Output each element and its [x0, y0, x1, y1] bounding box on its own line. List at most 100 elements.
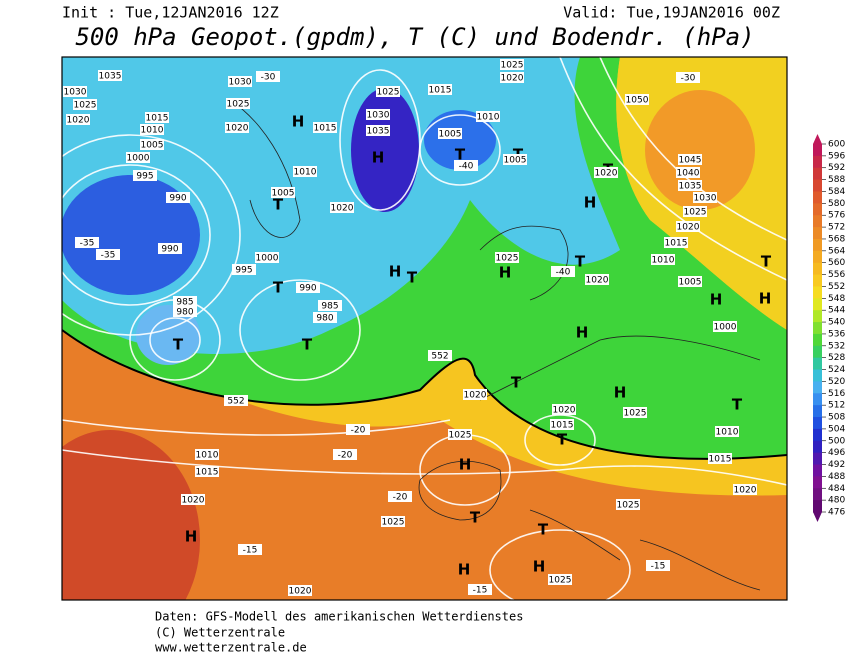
map-label: 1020 [677, 223, 700, 233]
colorbar-swatch [813, 227, 822, 240]
map-label-box [664, 237, 688, 248]
colorbar-label: 476 [828, 508, 845, 518]
colorbar-label: 564 [828, 246, 845, 256]
map-label: 1020 [586, 276, 609, 286]
colorbar-swatch [813, 215, 822, 228]
pressure-center: T [455, 146, 466, 164]
map-label: 1015 [146, 114, 169, 124]
pressure-center: T [761, 253, 772, 271]
pressure-center: H [584, 194, 597, 212]
colorbar-swatch [813, 405, 822, 418]
map-label: 985 [176, 298, 193, 308]
pressure-center: T [407, 269, 418, 287]
field-orange-ne [645, 90, 755, 210]
colorbar-swatch [813, 191, 822, 204]
colorbar-swatch [813, 144, 822, 157]
map-label-box [313, 312, 337, 323]
colorbar-label: 560 [828, 258, 845, 268]
colorbar-swatch [813, 488, 822, 501]
map-label: 1010 [477, 113, 500, 123]
colorbar-label: 544 [828, 306, 845, 316]
pressure-center: H [759, 290, 772, 308]
colorbar-label: 592 [828, 163, 845, 173]
map-frame [61, 56, 788, 601]
map-label: -15 [473, 586, 488, 596]
map-label: 1020 [226, 124, 249, 134]
map-label-box [585, 274, 609, 285]
map-label-box [693, 192, 717, 203]
colorbar-swatch [813, 500, 822, 513]
map-label-box [313, 122, 337, 133]
colorbar-swatch [813, 298, 822, 311]
map-label: 1020 [331, 204, 354, 214]
contour-552 [62, 329, 787, 460]
colorbar-label: 556 [828, 270, 845, 280]
colorbar-label: 588 [828, 175, 845, 185]
map-label: -30 [261, 73, 276, 83]
map-label: -40 [556, 268, 571, 278]
map-label: 1025 [684, 208, 707, 218]
map-label: 1040 [677, 169, 700, 179]
map-label-box [73, 99, 97, 110]
map-label-box [438, 128, 462, 139]
map-label: -15 [243, 546, 258, 556]
colorbar-label: 576 [828, 211, 845, 221]
map-label-box [346, 424, 370, 435]
colorbar-label: 504 [828, 424, 845, 434]
colorbar-swatch [813, 310, 822, 323]
map-label-box [140, 139, 164, 150]
colorbar-label: 516 [828, 389, 845, 399]
colorbar-label: 540 [828, 318, 845, 328]
map-labels: 1035 1030 1025 1020 1015 1010 1005 1000 995 990 10… [63, 59, 772, 597]
map-label-box [318, 300, 342, 311]
map-field [62, 57, 787, 600]
pressure-center: T [511, 374, 522, 392]
map-label: 1020 [464, 391, 487, 401]
map-label: 552 [227, 397, 244, 407]
colorbar-label: 524 [828, 365, 845, 375]
colorbar-label: 484 [828, 484, 845, 494]
colorbar-swatch [813, 476, 822, 489]
map-label: 1030 [229, 78, 252, 88]
colorbar-swatch [813, 286, 822, 299]
colorbar-label: 500 [828, 436, 845, 446]
map-label: 1030 [64, 88, 87, 98]
map-label-box [463, 389, 487, 400]
map-label: 1005 [272, 189, 295, 199]
map-label-box [173, 296, 197, 307]
map-label-box [476, 111, 500, 122]
map-label-box [238, 544, 262, 555]
map-label: -15 [651, 562, 666, 572]
colorbar-label: 512 [828, 401, 845, 411]
map-label: -20 [351, 426, 366, 436]
map-label: 1025 [496, 254, 519, 264]
map-label: 1035 [679, 182, 702, 192]
map-label: 1020 [501, 74, 524, 84]
pressure-center: T [273, 279, 284, 297]
map-label: 980 [176, 308, 193, 318]
map-label-box [376, 86, 400, 97]
field-red [62, 430, 200, 600]
field-blue-c [351, 88, 419, 212]
pressure-center: H [459, 456, 472, 474]
map-label-box [548, 574, 572, 585]
map-label-box [145, 112, 169, 123]
map-label-box [646, 560, 670, 571]
map-label-box [126, 152, 150, 163]
map-label: -20 [338, 451, 353, 461]
map-label-box [616, 499, 640, 510]
map-label: 1050 [626, 96, 649, 106]
map-label: 1020 [595, 169, 618, 179]
colorbar-label: 532 [828, 341, 845, 351]
map-label: 1025 [624, 409, 647, 419]
colorbar-label: 480 [828, 496, 845, 506]
map-label: 1025 [449, 431, 472, 441]
pressure-center: T [302, 336, 313, 354]
pressure-center: H [710, 291, 723, 309]
map-label-box [625, 94, 649, 105]
colorbar-swatch [813, 262, 822, 276]
map-label: 1030 [694, 194, 717, 204]
map-label-box [708, 453, 732, 464]
map-label: 1010 [196, 451, 219, 461]
map-label-box [66, 114, 90, 125]
